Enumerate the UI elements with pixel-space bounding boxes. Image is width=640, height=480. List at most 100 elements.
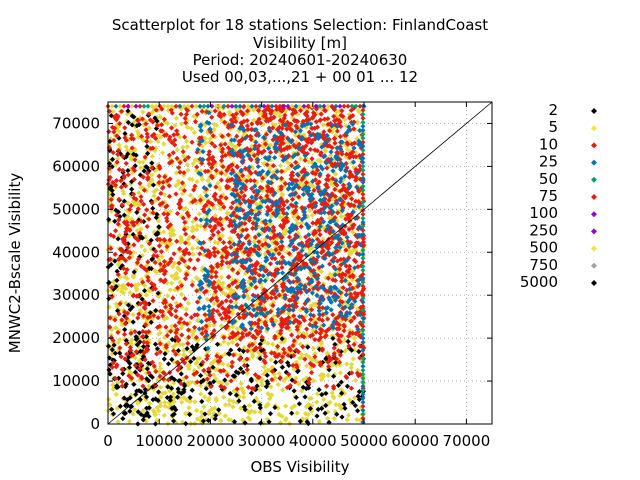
data-point-25 xyxy=(335,232,342,238)
data-point-10 xyxy=(225,293,232,299)
data-point-25 xyxy=(308,121,314,127)
data-point-2 xyxy=(105,343,112,349)
data-point-5 xyxy=(185,380,191,386)
data-point-edge xyxy=(360,163,366,169)
data-point-10 xyxy=(304,326,310,332)
data-point-25 xyxy=(237,125,243,131)
data-point-5 xyxy=(280,356,286,362)
data-point-2 xyxy=(338,349,344,355)
data-point-2 xyxy=(133,391,139,397)
data-point-5 xyxy=(320,372,326,378)
data-point-25 xyxy=(338,312,344,318)
data-point-10 xyxy=(277,375,283,381)
data-point-2 xyxy=(319,392,325,398)
data-point-10 xyxy=(144,348,150,354)
data-point-edge xyxy=(360,323,366,329)
data-point-25 xyxy=(196,282,203,288)
data-point-10 xyxy=(150,286,156,292)
data-point-10 xyxy=(239,307,246,313)
data-point-5 xyxy=(328,152,334,159)
legend-marker xyxy=(591,108,597,114)
data-point-5 xyxy=(337,370,344,376)
data-point-10 xyxy=(217,358,223,364)
data-point-2 xyxy=(117,403,123,409)
data-point-2 xyxy=(254,383,260,389)
x-tick-label: 10000 xyxy=(135,432,183,450)
data-point-10 xyxy=(144,134,151,140)
data-point-25 xyxy=(238,258,244,264)
data-point-10 xyxy=(127,206,133,213)
data-point-10 xyxy=(300,344,306,350)
data-point-5 xyxy=(173,182,179,189)
data-point-5 xyxy=(342,117,348,123)
data-point-5 xyxy=(331,157,338,163)
data-point-5 xyxy=(157,330,163,336)
data-point-10 xyxy=(275,312,281,319)
data-point-25 xyxy=(343,292,349,298)
data-point-10 xyxy=(229,334,236,340)
data-point-5 xyxy=(187,349,193,355)
data-point-2 xyxy=(181,389,187,395)
data-point-edge xyxy=(360,375,366,381)
data-point-10 xyxy=(339,272,345,278)
data-point-25 xyxy=(274,260,280,266)
data-point-2 xyxy=(126,354,132,360)
data-point-5 xyxy=(184,138,190,144)
data-point-10 xyxy=(138,361,144,367)
data-point-2 xyxy=(133,334,139,340)
data-point-edge xyxy=(360,187,366,193)
data-point-10 xyxy=(312,171,319,177)
data-point-10 xyxy=(140,174,146,180)
data-point-25 xyxy=(285,205,291,211)
data-point-10 xyxy=(355,226,361,232)
data-point-top-band xyxy=(145,103,151,109)
data-point-5 xyxy=(329,390,335,396)
data-point-5 xyxy=(208,271,214,277)
data-point-25 xyxy=(197,295,203,301)
data-point-10 xyxy=(204,317,210,323)
data-point-10 xyxy=(122,125,128,131)
data-point-5 xyxy=(224,381,230,387)
data-point-10 xyxy=(320,132,326,138)
data-point-25 xyxy=(233,303,239,310)
data-point-5 xyxy=(271,313,277,319)
data-point-10 xyxy=(347,154,353,161)
data-point-10 xyxy=(248,246,254,253)
data-point-10 xyxy=(277,117,283,123)
data-point-5 xyxy=(308,395,314,401)
data-point-25 xyxy=(252,243,258,249)
data-point-25 xyxy=(243,245,249,252)
data-point-10 xyxy=(291,117,297,124)
data-point-5 xyxy=(173,115,180,121)
data-point-2 xyxy=(110,411,117,417)
data-point-10 xyxy=(351,119,357,125)
data-point-25 xyxy=(313,324,319,330)
data-point-5 xyxy=(130,274,137,280)
data-point-10 xyxy=(279,136,286,142)
data-point-10 xyxy=(206,366,212,372)
data-point-10 xyxy=(289,332,295,338)
data-point-5 xyxy=(189,245,196,252)
data-point-10 xyxy=(279,354,286,360)
data-point-25 xyxy=(346,286,353,292)
data-point-5 xyxy=(269,364,275,370)
data-point-10 xyxy=(143,121,149,127)
data-point-10 xyxy=(174,303,181,309)
data-point-5 xyxy=(141,393,147,399)
data-point-top-band xyxy=(169,103,175,109)
title-line-3: Period: 20240601-20240630 xyxy=(193,51,408,69)
data-point-10 xyxy=(189,282,195,288)
data-point-10 xyxy=(116,256,122,262)
data-point-10 xyxy=(223,298,229,304)
data-point-10 xyxy=(317,330,323,337)
data-point-25 xyxy=(309,323,316,329)
data-point-10 xyxy=(273,247,279,253)
data-point-5 xyxy=(245,415,251,421)
data-point-2 xyxy=(122,131,128,137)
title-line-4: Used 00,03,...,21 + 00 01 ... 12 xyxy=(182,68,418,86)
data-point-25 xyxy=(284,274,290,280)
data-point-25 xyxy=(267,218,273,224)
data-point-25 xyxy=(301,209,307,216)
data-point-10 xyxy=(249,313,255,319)
data-point-25 xyxy=(204,193,210,199)
